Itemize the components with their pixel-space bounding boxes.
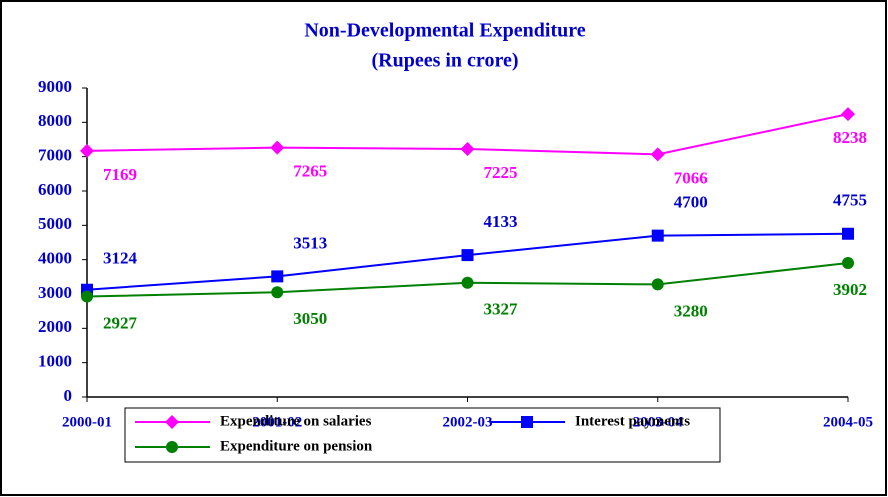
data-label: 8238: [833, 128, 867, 147]
x-tick-label: 2003-04: [633, 414, 683, 430]
chart-title: Non-Developmental Expenditure: [304, 20, 585, 42]
point: [271, 270, 284, 283]
y-tick-label: 7000: [38, 146, 72, 165]
point: [650, 147, 665, 162]
data-label: 7169: [103, 165, 137, 184]
legend-box: [124, 407, 721, 463]
data-label: 2927: [103, 313, 138, 332]
point: [81, 290, 93, 303]
point: [651, 229, 664, 242]
x-tick-label: 2004-05: [823, 414, 873, 430]
legend-marker: [165, 415, 179, 429]
y-tick-label: 3000: [38, 283, 72, 302]
y-tick-label: 0: [64, 386, 73, 405]
y-tick-label: 6000: [38, 180, 72, 199]
y-tick-label: 2000: [38, 317, 72, 336]
legend-label: Expenditure on salaries: [220, 413, 372, 429]
data-label: 7265: [293, 161, 327, 180]
data-label: 3280: [674, 301, 708, 320]
data-label: 7066: [674, 168, 708, 187]
legend-label: Interest payments: [575, 413, 690, 429]
y-tick-label: 1000: [38, 352, 72, 371]
x-tick-label: 2002-03: [443, 414, 493, 430]
data-label: 4700: [674, 193, 708, 212]
point: [651, 278, 664, 291]
data-label: 4133: [484, 212, 518, 231]
y-tick-label: 4000: [38, 249, 72, 268]
chart-subtitle: (Rupees in crore): [371, 50, 518, 72]
legend-marker: [521, 416, 533, 428]
data-label: 3124: [103, 249, 138, 268]
point: [841, 107, 855, 122]
point: [460, 141, 475, 156]
x-tick-label: 2000-01: [62, 414, 112, 430]
data-label: 7225: [484, 163, 518, 182]
point: [842, 227, 854, 240]
point: [271, 286, 284, 299]
data-label: 4755: [833, 191, 867, 210]
point: [270, 140, 285, 155]
point: [842, 257, 854, 270]
x-tick-label: 2001-02: [252, 414, 302, 430]
data-label: 3902: [833, 280, 867, 299]
data-label: 3327: [484, 300, 519, 319]
legend-marker: [166, 441, 178, 453]
point: [80, 143, 94, 158]
point: [461, 249, 474, 262]
y-tick-label: 5000: [38, 214, 72, 233]
data-label: 3050: [293, 309, 327, 328]
y-tick-label: 9000: [38, 77, 72, 96]
point: [461, 276, 474, 289]
legend-label: Expenditure on pension: [220, 438, 373, 454]
y-tick-label: 8000: [38, 111, 72, 130]
data-label: 3513: [293, 233, 327, 252]
